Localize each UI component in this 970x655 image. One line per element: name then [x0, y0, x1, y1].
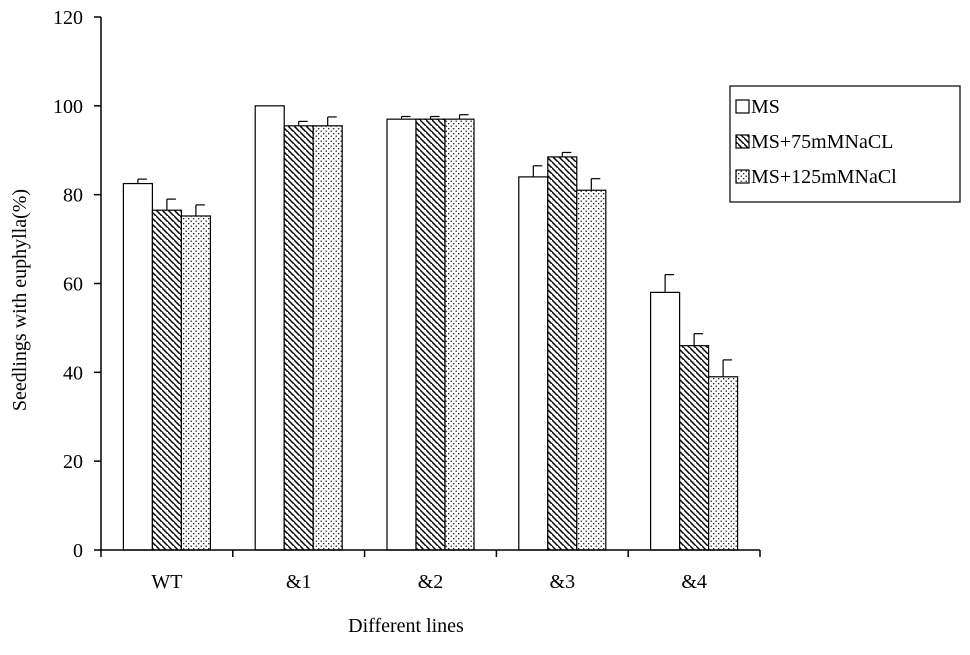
- bar: [547, 156, 578, 551]
- bar: [678, 345, 710, 551]
- bar: [386, 118, 417, 551]
- plot-area: [122, 105, 739, 551]
- y-axis-label: Seedlings with euphylla(%): [9, 189, 31, 411]
- x-tick-label: &2: [418, 571, 444, 593]
- y-tick-label: 0: [73, 540, 83, 562]
- bar: [122, 182, 154, 551]
- bar: [283, 125, 314, 551]
- y-tick-label: 40: [63, 362, 83, 384]
- legend-label: MS: [751, 96, 780, 118]
- y-tick-label: 100: [53, 96, 83, 118]
- y-tick-label: 60: [63, 274, 83, 296]
- axes: 0 20 40 60 80 100 120 WT &1 &2 &3 &4: [53, 7, 761, 593]
- y-tick-label: 20: [63, 451, 83, 473]
- bar: [254, 105, 285, 551]
- bar: [444, 118, 475, 551]
- legend: MS MS+75mMNaCL MS+125mMNaCl: [729, 85, 961, 203]
- bar: [707, 376, 739, 551]
- y-tick-label: 120: [53, 7, 83, 29]
- bar: [180, 215, 211, 551]
- x-tick-label: WT: [151, 571, 182, 593]
- y-tick-label: 80: [63, 185, 83, 207]
- legend-label: MS+75mMNaCL: [751, 131, 893, 153]
- x-tick-label: &1: [286, 571, 312, 593]
- bar: [649, 291, 681, 551]
- legend-swatch: [735, 169, 750, 184]
- legend-box: [729, 85, 961, 203]
- bar: [312, 125, 343, 551]
- x-tick-label: &3: [550, 571, 576, 593]
- bar: [151, 209, 182, 551]
- legend-swatch: [735, 99, 750, 114]
- legend-label: MS+125mMNaCl: [751, 166, 897, 188]
- bar: [518, 176, 549, 551]
- bar: [415, 118, 446, 551]
- legend-swatch: [735, 134, 750, 149]
- x-tick-label: &4: [681, 571, 707, 593]
- bar: [576, 189, 607, 551]
- x-axis-label: Different lines: [348, 615, 464, 637]
